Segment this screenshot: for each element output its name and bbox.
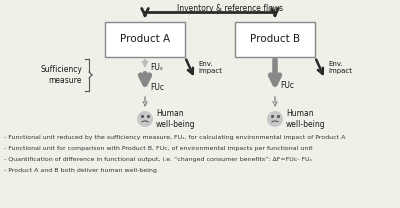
Text: FUᴄ: FUᴄ [150, 83, 164, 92]
Text: - Functional unit reduced by the sufficiency measure, FUₛ, for calculating envir: - Functional unit reduced by the suffici… [4, 135, 345, 140]
Text: Env.
Impact: Env. Impact [328, 62, 352, 74]
Circle shape [137, 111, 153, 127]
Text: Human
well-being: Human well-being [156, 109, 196, 129]
Text: Sufficiency
measure: Sufficiency measure [40, 65, 82, 85]
Text: Product A: Product A [120, 35, 170, 45]
Circle shape [267, 111, 283, 127]
Text: - Functional unit for comparison with Product B, FUᴄ, of environmental impacts p: - Functional unit for comparison with Pr… [4, 146, 313, 151]
Text: - Product A and B both deliver human well-being: - Product A and B both deliver human wel… [4, 168, 157, 173]
Text: FUᴄ: FUᴄ [280, 80, 294, 89]
FancyBboxPatch shape [235, 22, 315, 57]
Text: Human
well-being: Human well-being [286, 109, 326, 129]
FancyBboxPatch shape [105, 22, 185, 57]
Text: - Quantification of difference in functional output, i.e. “changed consumer bene: - Quantification of difference in functi… [4, 157, 312, 162]
Text: Inventory & reference flows: Inventory & reference flows [177, 4, 283, 13]
Text: Env.
Impact: Env. Impact [198, 62, 222, 74]
Text: Product B: Product B [250, 35, 300, 45]
Text: FUₛ: FUₛ [150, 62, 163, 72]
